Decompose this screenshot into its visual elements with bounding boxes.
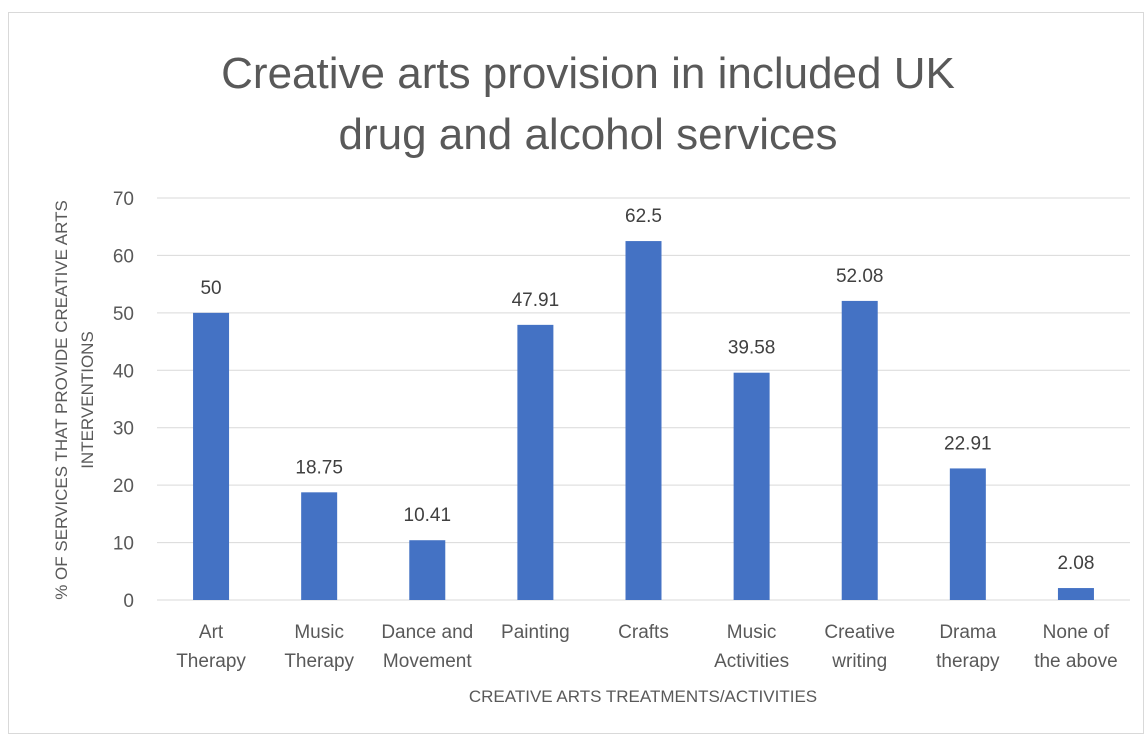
x-category-label: Creative xyxy=(824,622,895,643)
data-label: 22.91 xyxy=(944,433,992,454)
x-category-label: Movement xyxy=(383,651,472,672)
y-tick-label: 70 xyxy=(113,189,134,210)
bar xyxy=(1057,588,1094,600)
bar xyxy=(517,324,554,600)
x-category-label: the above xyxy=(1034,651,1117,672)
bar xyxy=(193,312,230,600)
y-axis-title: % OF SERVICES THAT PROVIDE CREATIVE ARTS… xyxy=(52,200,97,600)
data-labels: 50 18.75 10.41 47.91 62.5 39.58 52.08 22.91 2.08 xyxy=(200,206,1094,574)
y-axis-title-line-2: INTERVENTIONS xyxy=(78,331,97,469)
y-tick-label: 0 xyxy=(123,591,134,612)
x-category-label: Painting xyxy=(501,622,570,643)
data-label: 2.08 xyxy=(1057,553,1094,574)
data-label: 10.41 xyxy=(404,505,452,526)
x-category-label: Activities xyxy=(714,651,789,672)
chart-title-line-2: drug and alcohol services xyxy=(339,110,838,159)
bar xyxy=(841,300,878,600)
data-label: 47.91 xyxy=(512,290,560,311)
x-category-label: None of xyxy=(1043,622,1110,643)
data-label: 52.08 xyxy=(836,266,884,287)
x-category-label: Dance and xyxy=(381,622,473,643)
x-category-label: Art xyxy=(199,622,224,643)
bar xyxy=(949,468,986,600)
data-label: 39.58 xyxy=(728,338,776,359)
y-tick-label: 20 xyxy=(113,476,134,497)
data-label: 62.5 xyxy=(625,206,662,227)
bars xyxy=(193,241,1094,601)
y-tick-label: 40 xyxy=(113,361,134,382)
bar xyxy=(733,372,770,600)
bar xyxy=(301,492,338,600)
y-tick-label: 30 xyxy=(113,419,134,440)
x-category-label: Drama xyxy=(939,622,996,643)
x-category-label: Music xyxy=(294,622,344,643)
data-label: 50 xyxy=(200,278,221,299)
x-category-label: Therapy xyxy=(176,651,246,672)
x-category-label: writing xyxy=(831,651,887,672)
y-tick-label: 60 xyxy=(113,246,134,267)
chart-title-line-1: Creative arts provision in included UK xyxy=(221,49,955,98)
y-tick-label: 50 xyxy=(113,304,134,325)
data-label: 18.75 xyxy=(295,457,343,478)
x-axis-categories: Art Therapy Music Therapy Dance and Movement P… xyxy=(176,622,1117,672)
x-category-label: therapy xyxy=(936,651,1000,672)
y-axis-ticks: 0 10 20 30 40 50 60 70 xyxy=(113,189,134,612)
x-category-label: Therapy xyxy=(284,651,354,672)
x-category-label: Music xyxy=(727,622,777,643)
bar xyxy=(625,241,662,601)
y-tick-label: 10 xyxy=(113,534,134,555)
x-axis-title: CREATIVE ARTS TREATMENTS/ACTIVITIES xyxy=(469,687,817,706)
y-axis-title-line-1: % OF SERVICES THAT PROVIDE CREATIVE ARTS xyxy=(52,200,71,600)
x-category-label: Crafts xyxy=(618,622,669,643)
bar xyxy=(409,540,446,600)
